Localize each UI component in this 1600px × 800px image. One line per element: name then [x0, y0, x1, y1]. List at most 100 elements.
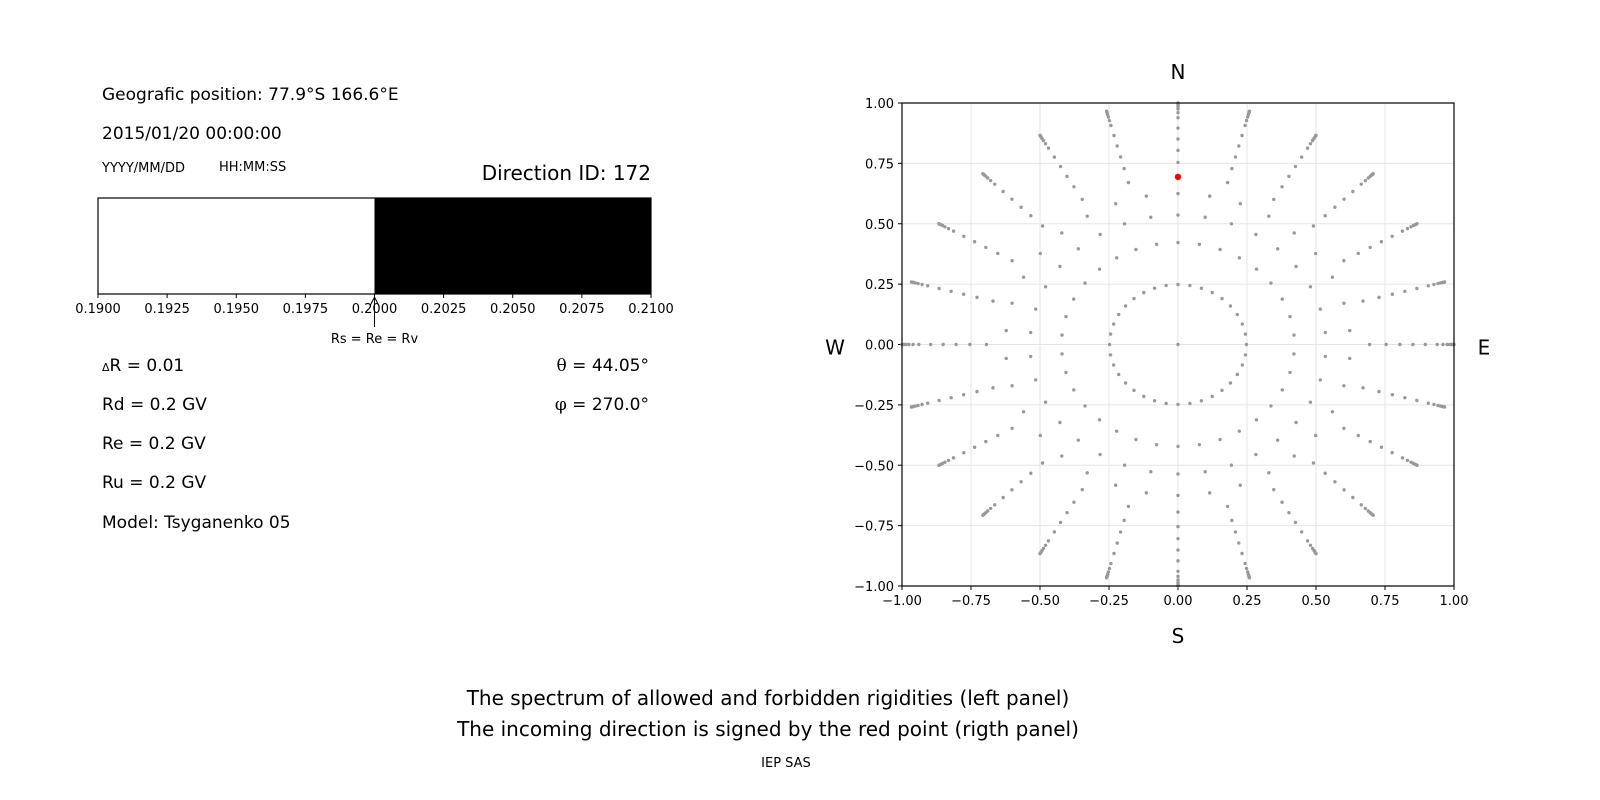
- grid-point: [1176, 574, 1180, 579]
- grid-point: [1107, 342, 1112, 347]
- grid-point: [1144, 194, 1149, 198]
- grid-point: [1238, 483, 1243, 487]
- grid-point: [1342, 258, 1346, 263]
- grid-point: [1441, 342, 1445, 347]
- grid-point: [1299, 155, 1304, 159]
- grid-point: [1107, 118, 1112, 123]
- grid-point: [1072, 500, 1076, 504]
- grid-point: [1368, 439, 1372, 444]
- phi-value: φ = 270.0°: [555, 395, 649, 415]
- direction-scatter-chart: −1.00 1.00 −0.75 0.75 −0.50 0.50 −0.25 0.25 0.00…: [825, 60, 1490, 648]
- grid-point: [1004, 328, 1008, 333]
- grid-point: [1114, 256, 1119, 260]
- grid-point: [1046, 539, 1051, 543]
- grid-point: [1342, 384, 1346, 388]
- grid-point: [1113, 483, 1118, 487]
- grid-point: [1323, 471, 1327, 475]
- grid-point: [991, 386, 995, 390]
- grid-point: [1237, 256, 1242, 260]
- grid-point: [1176, 510, 1180, 514]
- grid-point: [1149, 215, 1153, 219]
- grid-point: [1060, 333, 1064, 337]
- grid-point: [1240, 363, 1245, 367]
- annotation-label: Rs = Re = Rv: [331, 332, 419, 347]
- grid-point: [1244, 342, 1249, 347]
- grid-point: [1010, 426, 1014, 431]
- grid-point: [1342, 197, 1346, 201]
- grid-point: [1442, 280, 1447, 284]
- grid-point: [1117, 372, 1121, 377]
- grid-point: [972, 240, 977, 244]
- grid-point: [1188, 401, 1192, 406]
- grid-point: [1311, 224, 1316, 228]
- grid-point: [1415, 222, 1419, 226]
- grid-point: [1122, 518, 1126, 523]
- grid-point: [1203, 215, 1207, 219]
- y-tick-label: 1.00: [865, 97, 894, 112]
- grid-point: [1292, 333, 1296, 337]
- grid-point: [1176, 107, 1180, 111]
- grid-point: [1038, 251, 1043, 256]
- grid-point: [1108, 332, 1113, 336]
- caption-line-1: The spectrum of allowed and forbidden ri…: [466, 686, 1070, 710]
- grid-point: [1400, 229, 1405, 233]
- grid-point: [1342, 488, 1346, 492]
- grid-point: [996, 251, 1000, 256]
- grid-point: [1403, 289, 1407, 294]
- y-tick-label: 0.75: [865, 157, 894, 172]
- grid-point: [1235, 372, 1239, 377]
- grid-point: [1132, 388, 1136, 393]
- grid-point: [1176, 493, 1180, 498]
- grid-point: [1197, 242, 1202, 247]
- grid-point: [909, 280, 914, 284]
- grid-point: [1351, 189, 1355, 194]
- grid-point: [1113, 202, 1118, 206]
- grid-point: [1275, 438, 1280, 442]
- grid-point: [1111, 363, 1116, 367]
- grid-point: [988, 506, 993, 511]
- grid-point: [1112, 551, 1116, 556]
- grid-point: [1225, 180, 1230, 185]
- x-tick-label: 0.00: [1164, 594, 1193, 609]
- grid-point: [1132, 296, 1136, 301]
- caption-line-2: The incoming direction is signed by the …: [457, 717, 1079, 741]
- grid-point: [1040, 461, 1045, 465]
- grid-point: [1308, 400, 1313, 404]
- grid-point: [1314, 133, 1318, 138]
- spectrum-segment-forbidden: [374, 198, 651, 294]
- x-tick-label: −1.00: [882, 594, 922, 609]
- grid-point: [1058, 520, 1063, 525]
- grid-point: [1269, 281, 1273, 285]
- grid-point: [961, 393, 966, 397]
- y-tick-label: 0.00: [865, 339, 894, 354]
- direction-id: Direction ID: 172: [481, 161, 651, 185]
- grid-point: [1085, 471, 1089, 475]
- grid-point: [1323, 214, 1327, 218]
- grid-point: [1436, 281, 1440, 286]
- grid-point: [920, 402, 924, 407]
- phi-symbol: φ: [554, 395, 567, 415]
- x-tick-label: 0.2025: [421, 302, 467, 317]
- grid-point: [1294, 264, 1298, 269]
- grid-point: [929, 342, 933, 347]
- grid-point: [1292, 352, 1296, 356]
- grid-point: [916, 403, 920, 408]
- grid-point: [1377, 295, 1381, 300]
- x-tick-label: 1.00: [1440, 594, 1469, 609]
- x-tick-label: 0.75: [1371, 594, 1400, 609]
- grid-point: [1238, 202, 1243, 206]
- grid-point: [1043, 543, 1048, 547]
- grid-point: [1040, 224, 1045, 228]
- grid-point: [1076, 438, 1081, 442]
- y-tick-label: 0.25: [865, 278, 894, 293]
- grid-point: [1436, 403, 1440, 408]
- grid-point: [1229, 463, 1234, 467]
- grid-point: [1237, 429, 1242, 433]
- y-tick-label: −0.25: [854, 399, 894, 414]
- incoming-direction-point: [1174, 173, 1182, 181]
- grid-point: [1363, 506, 1368, 511]
- grid-point: [972, 445, 977, 449]
- grid-point: [1445, 342, 1449, 347]
- grid-point: [937, 463, 941, 467]
